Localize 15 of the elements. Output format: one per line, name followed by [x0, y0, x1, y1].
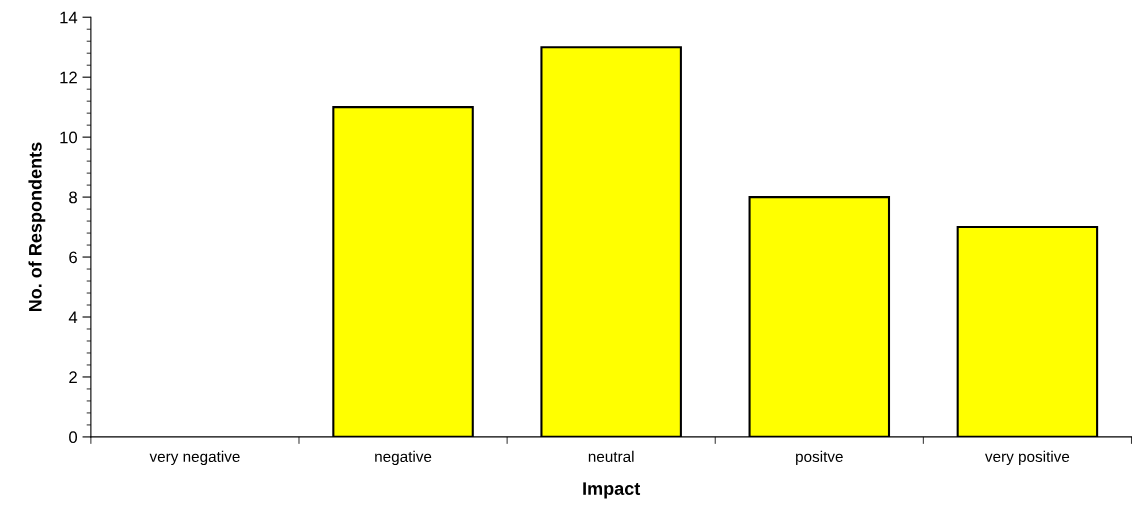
x-tick-label: very positive — [985, 450, 1070, 466]
y-tick-label: 2 — [69, 371, 77, 383]
y-tick-label: 14 — [60, 11, 78, 24]
x-tick-label: very negative — [149, 450, 240, 466]
y-tick-label: 8 — [69, 191, 77, 204]
y-tick-label: 12 — [60, 71, 77, 84]
x-tick-label: positve — [796, 450, 843, 466]
y-tick-label: 0 — [69, 431, 78, 444]
y-tick-label: 10 — [60, 131, 78, 144]
x-tick-label: negative — [375, 450, 432, 466]
x-axis-title: Impact — [583, 482, 641, 499]
y-tick-label: 4 — [68, 311, 78, 324]
y-axis-title: No. of Respondents — [28, 142, 46, 312]
y-tick-label: 6 — [69, 251, 77, 264]
x-tick-label: neutral — [588, 450, 634, 463]
